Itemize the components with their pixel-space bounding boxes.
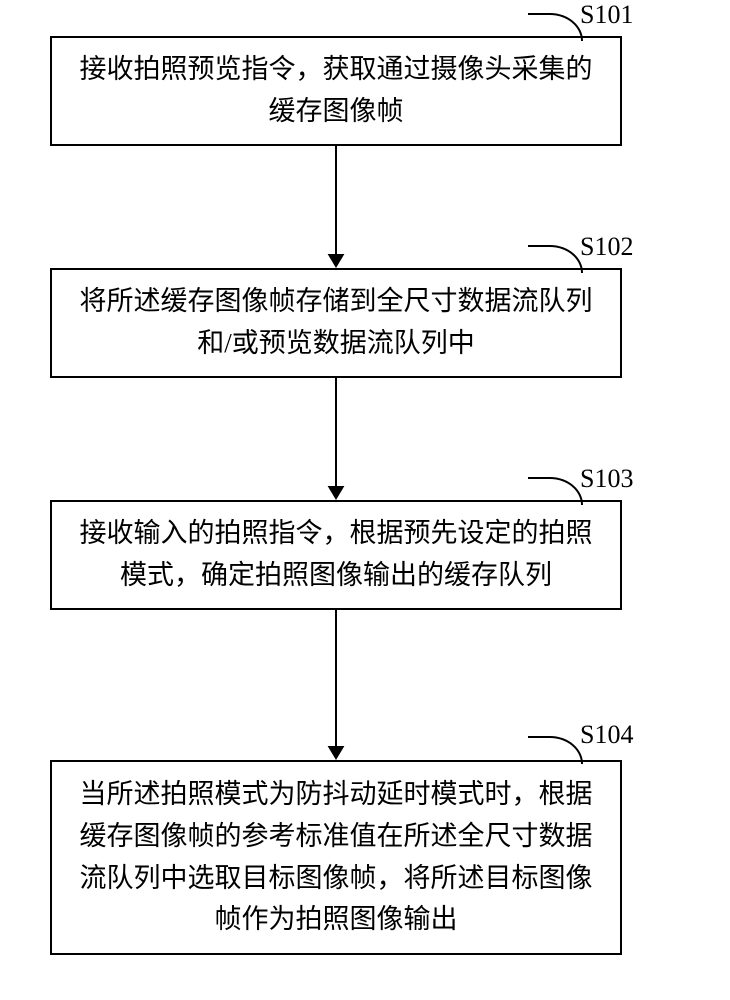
- node-label-n2: S102: [580, 232, 633, 262]
- flowchart-node-n2: 将所述缓存图像帧存储到全尺寸数据流队列和/或预览数据流队列中: [50, 268, 622, 378]
- node-text: 接收拍照预览指令，获取通过摄像头采集的缓存图像帧: [72, 49, 600, 133]
- node-text: 将所述缓存图像帧存储到全尺寸数据流队列和/或预览数据流队列中: [72, 281, 600, 365]
- flow-arrow-head: [328, 254, 345, 268]
- node-label-n4: S104: [580, 720, 633, 750]
- node-label-n3: S103: [580, 464, 633, 494]
- flowchart-node-n1: 接收拍照预览指令，获取通过摄像头采集的缓存图像帧: [50, 36, 622, 146]
- label-connector: [528, 477, 583, 505]
- flow-arrow-head: [328, 746, 345, 760]
- node-text: 接收输入的拍照指令，根据预先设定的拍照模式，确定拍照图像输出的缓存队列: [72, 513, 600, 597]
- flowchart-node-n3: 接收输入的拍照指令，根据预先设定的拍照模式，确定拍照图像输出的缓存队列: [50, 500, 622, 610]
- label-connector: [528, 245, 583, 273]
- flow-arrow-head: [328, 486, 345, 500]
- node-label-n1: S101: [580, 0, 633, 30]
- flowchart-node-n4: 当所述拍照模式为防抖动延时模式时，根据缓存图像帧的参考标准值在所述全尺寸数据流队…: [50, 760, 622, 955]
- label-connector: [528, 13, 583, 41]
- label-connector: [528, 736, 583, 764]
- node-text: 当所述拍照模式为防抖动延时模式时，根据缓存图像帧的参考标准值在所述全尺寸数据流队…: [72, 774, 600, 941]
